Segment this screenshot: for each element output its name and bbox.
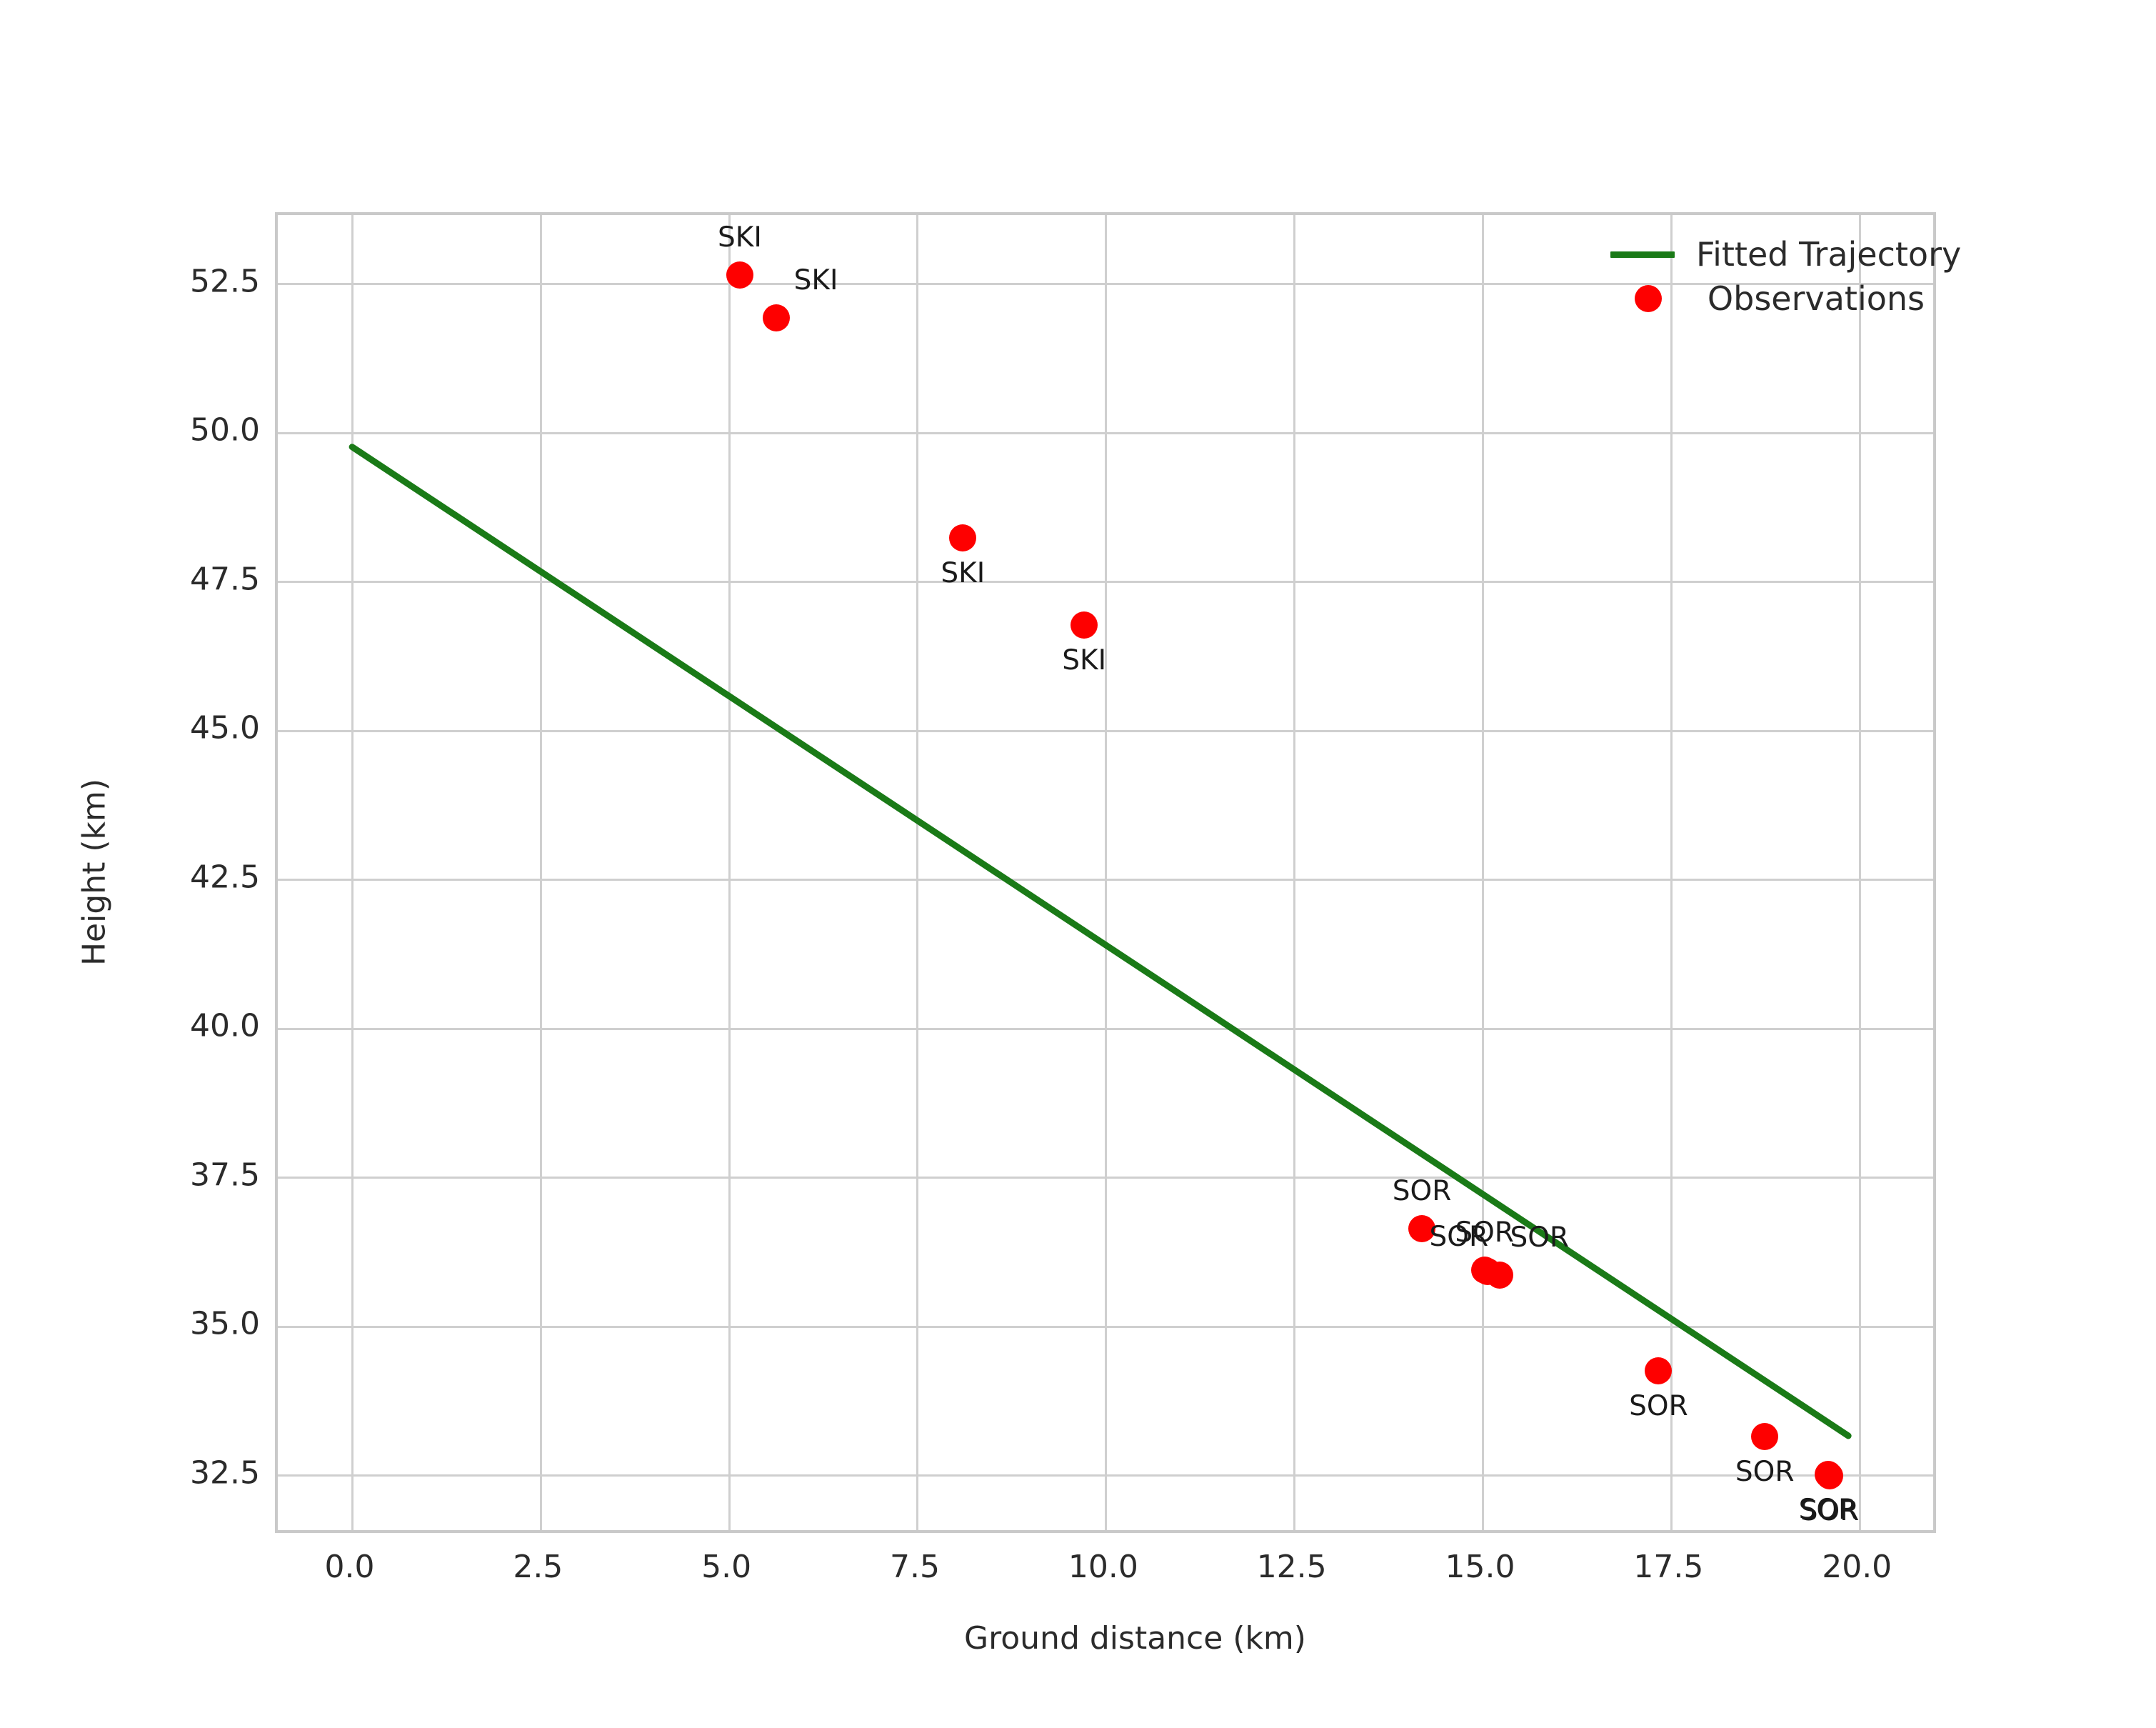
observation-point[interactable]	[1408, 1215, 1436, 1243]
observation-label: SOR	[1429, 1220, 1489, 1253]
gridline-vertical	[1858, 215, 1861, 1530]
gridline-vertical	[728, 215, 731, 1530]
gridline-vertical	[1293, 215, 1296, 1530]
line-swatch-icon	[1610, 251, 1675, 258]
observation-label: SOR	[1735, 1455, 1795, 1488]
legend-entry-observations[interactable]: Observations	[1610, 276, 1925, 321]
chart-legend: Fitted Trajectory Observations	[1610, 232, 1961, 321]
gridline-vertical	[1670, 215, 1673, 1530]
legend-label: Fitted Trajectory	[1696, 235, 1962, 274]
observation-point[interactable]	[1815, 1462, 1843, 1489]
y-tick-label: 32.5	[190, 1454, 260, 1492]
x-tick-label: 5.0	[701, 1549, 752, 1585]
observation-point[interactable]	[726, 261, 753, 289]
x-tick-label: 20.0	[1822, 1549, 1892, 1585]
observation-label: SKI	[718, 221, 762, 254]
gridline-horizontal	[278, 1325, 1933, 1328]
y-tick-label: 35.0	[190, 1305, 260, 1342]
x-tick-label: 10.0	[1068, 1549, 1138, 1585]
observation-point[interactable]	[762, 304, 790, 332]
y-tick-label: 45.0	[190, 709, 260, 746]
gridline-vertical	[351, 215, 354, 1530]
observation-label: SKI	[1062, 644, 1107, 676]
x-axis-title-text: Ground distance (km)	[964, 1620, 1306, 1657]
legend-label: Observations	[1707, 279, 1925, 318]
observation-point[interactable]	[1645, 1357, 1673, 1384]
observation-label: SKI	[793, 264, 838, 297]
plot-area: SKI SKI SKI SKI SOR SOR SOR SOR SOR SOR SOR SOR	[275, 212, 1936, 1533]
gridline-horizontal	[278, 1177, 1933, 1179]
observation-point[interactable]	[949, 524, 977, 552]
y-tick-label: 52.5	[190, 263, 260, 300]
gridline-horizontal	[278, 879, 1933, 882]
gridline-vertical	[916, 215, 919, 1530]
x-tick-label: 12.5	[1256, 1549, 1327, 1585]
y-axis-title: Height (km)	[76, 778, 113, 967]
x-tick-label: 15.0	[1445, 1549, 1515, 1585]
observation-label: SOR	[1392, 1175, 1452, 1208]
y-tick-label: 37.5	[190, 1157, 260, 1194]
fitted-trajectory-line	[349, 444, 1852, 1439]
observation-label: SOR	[1629, 1389, 1688, 1422]
observation-point[interactable]	[1485, 1261, 1513, 1289]
observation-label: SOR	[1798, 1494, 1858, 1527]
y-tick-label: 40.0	[190, 1007, 260, 1044]
gridline-horizontal	[278, 1027, 1933, 1030]
gridline-horizontal	[278, 283, 1933, 286]
gridline-horizontal	[278, 1474, 1933, 1477]
gridline-vertical	[1105, 215, 1108, 1530]
legend-entry-fitted-trajectory[interactable]: Fitted Trajectory	[1610, 232, 1961, 276]
observation-label: SOR	[1800, 1494, 1860, 1527]
x-tick-label: 7.5	[889, 1549, 940, 1585]
observation-point[interactable]	[1071, 611, 1098, 639]
x-tick-label: 0.0	[324, 1549, 375, 1585]
gridline-horizontal	[278, 581, 1933, 584]
y-tick-label: 42.5	[190, 859, 260, 896]
x-axis-title: Ground distance (km)	[0, 1620, 2156, 1657]
gridline-vertical	[539, 215, 542, 1530]
gridline-horizontal	[278, 431, 1933, 434]
observation-label: SOR	[1455, 1217, 1514, 1249]
x-tick-label: 17.5	[1633, 1549, 1704, 1585]
gridline-horizontal	[278, 729, 1933, 732]
gridline-vertical	[1482, 215, 1484, 1530]
observation-label: SOR	[1510, 1221, 1569, 1254]
observation-point[interactable]	[1751, 1422, 1779, 1450]
x-tick-label: 2.5	[513, 1549, 563, 1585]
y-tick-label: 50.0	[190, 411, 260, 449]
y-tick-label: 47.5	[190, 561, 260, 598]
dot-swatch-icon	[1610, 285, 1686, 312]
observation-label: SKI	[941, 557, 986, 590]
